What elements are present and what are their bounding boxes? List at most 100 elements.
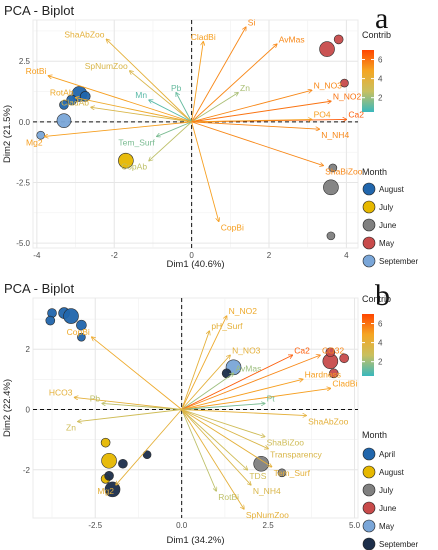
observation-point (142, 450, 152, 460)
loading-label: Hardness (305, 369, 341, 379)
x-tick-label: -2 (111, 251, 119, 260)
loading-arrow (149, 100, 192, 123)
loading-label: Pt (267, 393, 276, 403)
colorbar-tick-label: 2 (378, 94, 383, 103)
loading-label: N_NH4 (321, 130, 349, 140)
legend-key-september (362, 537, 376, 550)
legend-key-may (362, 236, 376, 250)
observation-point (56, 113, 72, 128)
loading-arrow (91, 107, 192, 123)
observation-point (101, 452, 117, 469)
contrib-colorbar (362, 50, 374, 112)
observation-point (333, 34, 344, 45)
panel-letter: b (375, 279, 390, 312)
legend-label-august: August (379, 468, 405, 477)
loading-label: N_NO3 (232, 345, 261, 355)
colorbar-tick-label: 6 (378, 320, 383, 329)
legend-key-july (362, 200, 376, 214)
x-tick-label: 2.5 (263, 521, 275, 530)
loading-label: SpNumZoo (85, 61, 128, 71)
colorbar-tick-label: 6 (378, 56, 383, 65)
observation-point (118, 152, 134, 169)
loading-arrow (191, 27, 246, 123)
legend-key-july (362, 483, 376, 497)
loading-arrow (149, 121, 192, 161)
loading-arrow (181, 409, 268, 449)
loading-label: Pb (90, 393, 101, 403)
loading-label: Ca2 (294, 345, 310, 355)
loading-arrow (191, 121, 219, 221)
loading-label: RotBi (26, 66, 47, 76)
loading-arrow (181, 409, 265, 437)
legend-key-june (362, 218, 376, 232)
loading-label: ShaBiZoo (325, 167, 363, 177)
loading-label: Mg2 (26, 137, 43, 147)
chart-title: PCA - Biplot (4, 281, 74, 296)
y-tick-label: -5.0 (16, 239, 30, 248)
observation-point (326, 231, 336, 241)
colorbar-tick-label: 4 (378, 339, 383, 348)
contrib-legend-title: Contrib (362, 30, 391, 40)
observation-point (45, 315, 56, 326)
loading-arrow (181, 355, 293, 410)
observation-point (118, 458, 128, 469)
loading-arrow (181, 355, 230, 410)
loading-label: Transparency (270, 450, 322, 460)
observation-point (77, 332, 86, 342)
loading-arrow (181, 409, 248, 470)
loading-label: AvMas (279, 34, 305, 44)
month-legend-title: Month (362, 167, 387, 177)
x-axis-label: Dim1 (40.6%) (166, 259, 224, 270)
observation-point (104, 471, 114, 481)
observation-point (339, 353, 349, 364)
loading-arrow (191, 44, 277, 123)
loading-label: CopBi (67, 327, 90, 337)
legend-label-june: June (379, 504, 397, 513)
loading-arrow (191, 101, 331, 123)
panel-letter: a (375, 2, 388, 35)
loading-arrow (181, 388, 331, 410)
legend-label-june: June (379, 221, 397, 230)
observation-point (100, 437, 111, 448)
loading-arrow (191, 121, 324, 166)
loading-label: N_NO2 (333, 91, 362, 101)
x-tick-label: 5.0 (349, 521, 361, 530)
loading-arrow (102, 403, 182, 410)
loading-label: AvMas (236, 363, 262, 373)
loading-label: Mn (135, 90, 147, 100)
observation-point (277, 468, 287, 478)
legend-key-april (362, 447, 376, 461)
legend-key-june (362, 501, 376, 515)
legend-label-september: September (379, 540, 418, 549)
loading-arrow (181, 379, 303, 410)
loading-arrow (191, 119, 312, 123)
loading-label: Mg2 (97, 486, 114, 496)
loading-arrow (181, 373, 234, 410)
loading-arrow (181, 409, 306, 416)
legend-label-july: July (379, 486, 393, 495)
observation-point (340, 78, 349, 88)
loading-arrow (181, 409, 251, 485)
loading-label: pH_Surf (211, 321, 243, 331)
plot-area (32, 19, 359, 249)
loading-label: Zn (66, 423, 76, 433)
observation-point (328, 163, 338, 173)
month-legend-title: Month (362, 430, 387, 440)
colorbar-tick-label: 2 (378, 358, 383, 367)
observation-point (76, 319, 87, 331)
y-tick-label: -2 (23, 466, 31, 475)
loading-label: TDS (249, 471, 266, 481)
loading-arrow (181, 409, 272, 467)
loading-label: PO4 (314, 109, 331, 119)
loading-arrow (181, 409, 244, 509)
loading-arrow (181, 403, 265, 410)
loading-label: Tem_Surf (274, 468, 311, 478)
loading-arrow (191, 90, 312, 123)
observation-point (319, 41, 335, 57)
observation-point (325, 347, 336, 358)
loading-label: Ca2 (348, 109, 364, 119)
loading-label: CopAb (121, 162, 147, 172)
x-axis-label: Dim1 (34.2%) (166, 535, 224, 546)
